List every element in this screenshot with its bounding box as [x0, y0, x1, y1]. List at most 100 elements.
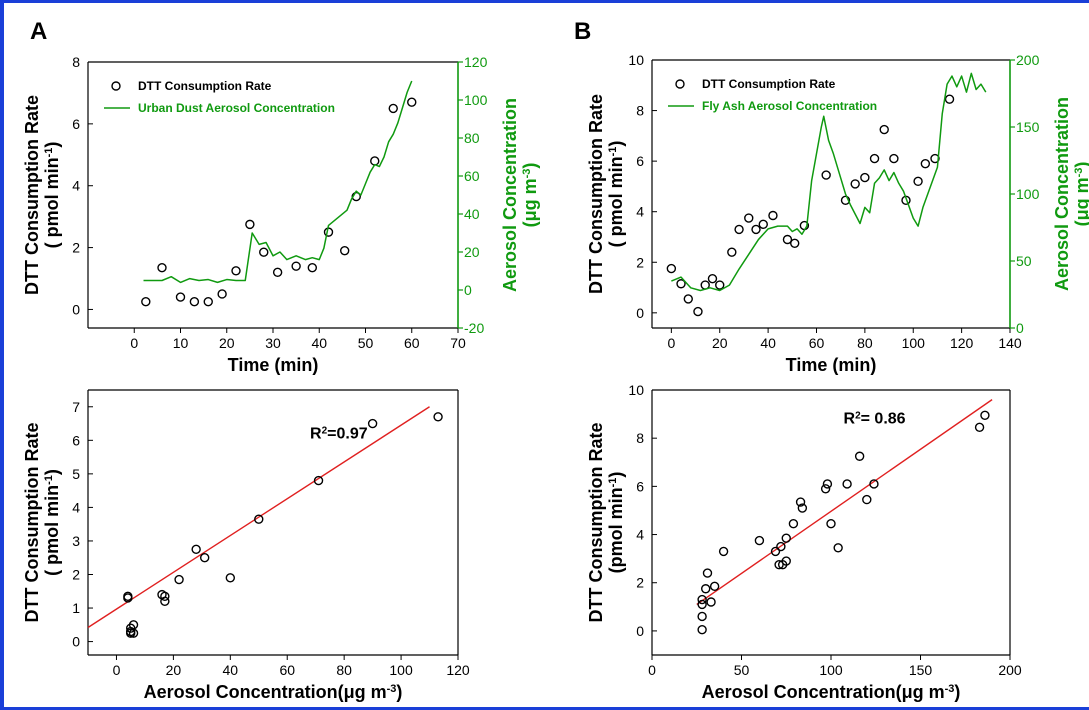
x-tick-label: 60 — [809, 335, 825, 351]
y-tick-label: 4 — [72, 499, 80, 515]
y-axis-unit-close: ) — [606, 472, 626, 478]
y-axis-unit-sup: -1 — [43, 475, 55, 485]
dtt-data-point — [174, 574, 184, 585]
x-tick-label: 100 — [819, 662, 843, 678]
dtt-data-point — [974, 422, 985, 433]
y2-tick-label: 50 — [1016, 253, 1032, 269]
x-tick-label: 50 — [358, 335, 374, 351]
dtt-data-point — [930, 153, 940, 164]
legend-label-dtt: DTT Consumption Rate — [138, 79, 272, 93]
legend-marker-circle — [675, 79, 685, 89]
r-squared-sup: 2 — [322, 425, 328, 436]
dtt-data-point — [706, 597, 716, 607]
dtt-data-point — [189, 297, 200, 307]
y2-tick-label: 0 — [464, 282, 472, 298]
r-squared-annotation: R2= 0.86 — [844, 410, 906, 428]
dtt-data-point — [175, 292, 186, 302]
y-axis-unit: ( pmol min-1) — [606, 141, 626, 248]
y-tick-label: 4 — [72, 178, 80, 194]
dtt-data-point — [291, 261, 301, 271]
y-tick-label: 8 — [636, 103, 644, 119]
y-axis-unit-sup: -1 — [607, 147, 619, 157]
dtt-data-point — [768, 210, 778, 221]
dtt-data-point — [709, 581, 720, 592]
y-tick-label: 8 — [636, 430, 644, 446]
dtt-data-point — [879, 124, 889, 135]
x-tick-label: 0 — [113, 662, 121, 678]
legend-label-aerosol: Fly Ash Aerosol Concentration — [702, 99, 877, 113]
dtt-data-point — [245, 219, 255, 230]
y-tick-label: 4 — [636, 204, 644, 220]
regression-line — [696, 399, 993, 605]
y2-axis-unit: (μg m-3) — [1072, 162, 1089, 227]
dtt-data-point — [433, 412, 443, 422]
y2-axis-unit-close: ) — [520, 163, 540, 169]
x-axis-title-close: ) — [954, 682, 960, 702]
y-tick-label: 0 — [72, 301, 80, 317]
y-axis-title: DTT Consumption Rate — [22, 95, 42, 295]
dtt-data-point — [123, 593, 133, 603]
y-tick-label: 0 — [636, 305, 644, 321]
y-axis-unit-text: ( pmol min — [606, 156, 626, 247]
y-tick-label: 6 — [72, 432, 80, 448]
dtt-data-point — [715, 280, 725, 290]
dtt-data-point — [781, 533, 791, 543]
y2-axis-title: Aerosol Concentration — [500, 98, 520, 292]
dtt-data-point — [313, 475, 324, 486]
y-axis-unit: ( pmol min-1) — [42, 469, 62, 576]
x-tick-label: 0 — [648, 662, 656, 678]
x-tick-label: 120 — [446, 662, 470, 678]
dtt-data-point — [718, 546, 729, 557]
y-tick-label: 8 — [72, 54, 80, 70]
dtt-data-point — [231, 266, 241, 276]
x-axis-title-sup: -3 — [945, 683, 955, 695]
dtt-data-point — [781, 556, 791, 566]
x-tick-label: 30 — [265, 335, 281, 351]
dtt-data-point — [388, 103, 398, 114]
x-tick-label: 40 — [760, 335, 776, 351]
dtt-data-point — [913, 176, 923, 187]
y-axis-unit-text: (pmol min — [606, 487, 626, 573]
dtt-data-point — [776, 541, 786, 552]
dtt-data-point — [770, 546, 781, 557]
y2-tick-label: -20 — [464, 320, 484, 336]
dtt-data-point — [191, 544, 201, 555]
y-tick-label: 10 — [628, 52, 644, 68]
r-squared-r: R — [310, 426, 322, 443]
x-axis-title-close: ) — [396, 682, 402, 702]
dtt-data-point — [272, 267, 283, 278]
dtt-data-point — [697, 594, 707, 605]
legend-label-dtt: DTT Consumption Rate — [702, 77, 836, 91]
dtt-data-point — [822, 479, 833, 489]
y-axis-title: DTT Consumption Rate — [586, 94, 606, 294]
x-tick-label: 80 — [336, 662, 352, 678]
y-axis-unit: ( pmol min-1) — [42, 142, 62, 249]
dtt-data-point — [860, 172, 870, 183]
y2-tick-label: 100 — [464, 92, 488, 108]
dtt-data-point — [944, 94, 955, 104]
x-tick-label: 70 — [450, 335, 466, 351]
dtt-data-point — [160, 591, 170, 601]
x-tick-label: 140 — [998, 335, 1022, 351]
dtt-data-point — [697, 599, 707, 610]
y2-tick-label: 150 — [1016, 119, 1040, 135]
dtt-data-point — [889, 153, 899, 164]
x-tick-label: 50 — [734, 662, 750, 678]
x-tick-label: 40 — [311, 335, 327, 351]
y2-axis-unit-sup: -3 — [521, 169, 533, 179]
y2-axis-unit-text: (μg m — [1072, 177, 1089, 226]
x-axis-title: Aerosol Concentration(μg m-3) — [144, 682, 403, 702]
x-tick-label: 200 — [998, 662, 1022, 678]
panel-label-b: B — [574, 18, 592, 45]
y-axis-unit-text: ( pmol min — [42, 485, 62, 576]
y2-tick-label: 100 — [1016, 186, 1040, 202]
y2-tick-label: 0 — [1016, 320, 1024, 336]
dtt-data-point — [790, 238, 800, 249]
r-squared-annotation: R2=0.97 — [310, 425, 368, 443]
y-axis-unit-close: ) — [42, 142, 62, 148]
dtt-data-point — [225, 573, 236, 583]
